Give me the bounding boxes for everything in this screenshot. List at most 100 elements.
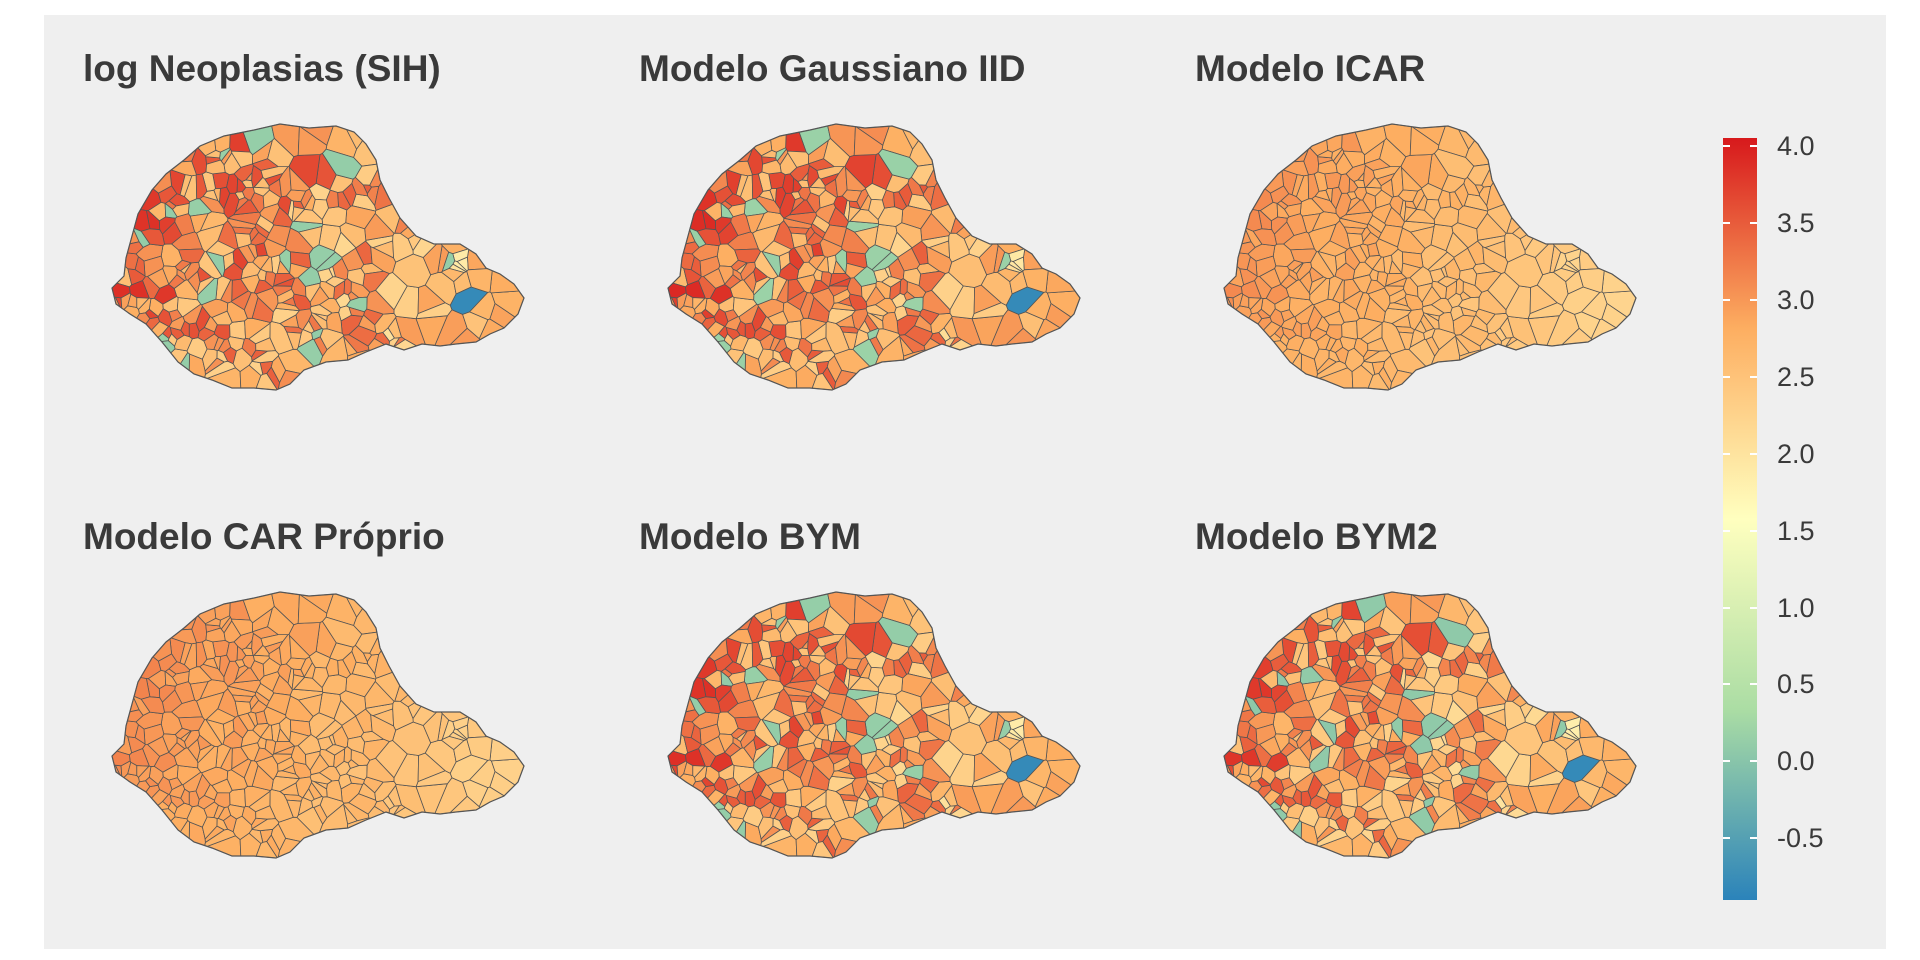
- municipality-region: [1359, 243, 1370, 260]
- legend-tick-label: 3.0: [1777, 284, 1815, 315]
- municipality-region: [375, 272, 408, 311]
- panel-title-1: log Neoplasias (SIH): [83, 48, 441, 89]
- municipality-region: [751, 173, 764, 200]
- municipality-region: [182, 771, 203, 793]
- municipality-region: [1424, 667, 1441, 688]
- municipality-region: [1331, 654, 1343, 678]
- municipality-region: [851, 308, 868, 331]
- municipality-region: [1365, 654, 1382, 665]
- municipality-region: [761, 618, 777, 627]
- municipality-region: [233, 199, 259, 216]
- municipality-region: [997, 719, 1012, 740]
- municipality-region: [346, 736, 365, 754]
- municipality-region: [241, 179, 254, 188]
- legend-tick-mark: [1723, 760, 1730, 763]
- municipality-region: [1431, 749, 1447, 767]
- municipality-region: [229, 788, 246, 808]
- municipality-region: [441, 719, 456, 740]
- municipality-region: [895, 690, 923, 717]
- municipality-region: [792, 177, 803, 193]
- municipality-region: [692, 765, 706, 778]
- panel-title-3: Modelo ICAR: [1195, 48, 1426, 89]
- municipality-region: [348, 306, 365, 317]
- municipality-region: [1363, 818, 1392, 832]
- municipality-region: [392, 232, 414, 263]
- municipality-region: [728, 671, 746, 686]
- municipality-region: [291, 674, 305, 691]
- municipality-region: [1455, 802, 1482, 822]
- municipality-region: [1398, 331, 1414, 350]
- municipality-region: [1355, 760, 1371, 787]
- municipality-region: [1334, 730, 1356, 749]
- municipality-region: [845, 635, 867, 660]
- municipality-region: [1309, 734, 1324, 751]
- municipality-region: [182, 303, 203, 325]
- municipality-region: [845, 167, 867, 192]
- municipality-region: [797, 647, 810, 656]
- municipality-region: [875, 281, 891, 299]
- municipality-region: [1341, 320, 1358, 340]
- municipality-region: [811, 805, 832, 820]
- state-border: [667, 123, 1081, 391]
- municipality-region: [1301, 681, 1321, 702]
- municipality-region: [1441, 174, 1466, 193]
- legend-tick-mark: [1750, 144, 1757, 147]
- panel-title-4: Modelo CAR Próprio: [83, 516, 445, 557]
- municipality-region: [1307, 173, 1320, 200]
- municipality-region: [1441, 642, 1466, 661]
- legend-tick-mark: [1723, 144, 1730, 147]
- municipality-region: [197, 266, 212, 283]
- choropleth-map-4: [111, 591, 525, 859]
- municipality-region: [1431, 281, 1447, 299]
- municipality-region: [1527, 770, 1565, 788]
- municipality-region: [289, 167, 311, 192]
- municipality-region: [241, 647, 254, 656]
- municipality-region: [1403, 674, 1417, 691]
- municipality-region: [329, 642, 354, 661]
- municipality-region: [761, 150, 777, 159]
- legend-tick-mark: [1750, 760, 1757, 763]
- municipality-region: [136, 297, 150, 310]
- municipality-region: [319, 281, 335, 299]
- municipality-region: [267, 606, 295, 635]
- municipality-region: [1407, 308, 1424, 331]
- municipality-region: [789, 667, 815, 684]
- municipality-region: [904, 774, 921, 785]
- municipality-region: [851, 776, 868, 799]
- municipality-region: [1458, 268, 1477, 286]
- municipality-region: [1335, 814, 1349, 833]
- legend-tick-mark: [1723, 298, 1730, 301]
- municipality-region: [738, 303, 759, 325]
- municipality-region: [807, 350, 836, 364]
- municipality-region: [734, 248, 761, 264]
- state-border: [667, 591, 1081, 859]
- municipality-region: [971, 770, 1009, 788]
- municipality-region: [251, 818, 280, 832]
- municipality-region: [1389, 663, 1404, 684]
- legend-tick-label: 2.0: [1777, 438, 1815, 469]
- municipality-region: [1378, 224, 1403, 248]
- municipality-region: [329, 174, 354, 193]
- municipality-region: [1348, 177, 1359, 193]
- municipality-region: [203, 801, 219, 818]
- municipality-region: [231, 150, 253, 168]
- municipality-region: [415, 770, 453, 788]
- municipality-region: [1487, 272, 1520, 311]
- municipality-region: [236, 645, 247, 661]
- choropleth-map-3: [1223, 123, 1637, 391]
- municipality-region: [243, 760, 259, 787]
- municipality-region: [1553, 719, 1568, 740]
- municipality-region: [1504, 700, 1526, 731]
- municipality-region: [168, 742, 185, 757]
- municipality-region: [289, 262, 310, 279]
- legend-tick-label: 1.0: [1777, 592, 1815, 623]
- municipality-region: [179, 642, 193, 665]
- legend-tick-label: 3.5: [1777, 207, 1815, 238]
- state-border: [111, 123, 525, 391]
- municipality-region: [286, 331, 302, 350]
- municipality-region: [868, 667, 885, 688]
- municipality-region: [1553, 251, 1568, 272]
- state-border: [111, 591, 525, 859]
- municipality-region: [809, 186, 826, 197]
- municipality-region: [779, 346, 793, 365]
